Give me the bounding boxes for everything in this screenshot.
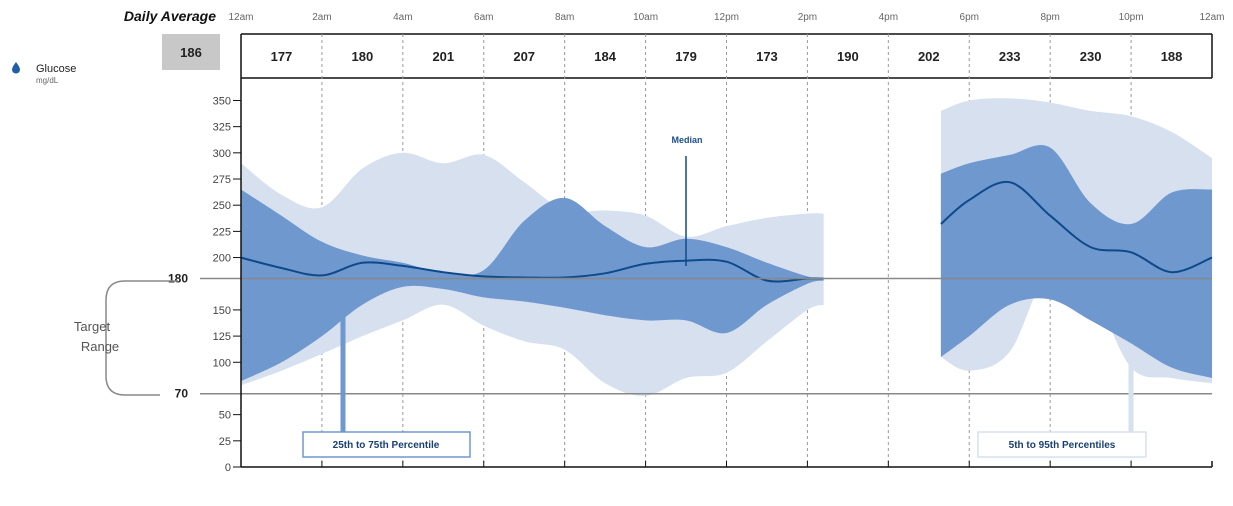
time-label: 4pm [879, 12, 898, 23]
target-reference-lines: 180 70 [168, 272, 1212, 401]
time-label: 4am [393, 12, 412, 23]
y-tick-label: 25 [219, 436, 231, 448]
time-label: 2am [312, 12, 331, 23]
iqr-label-box [302, 431, 471, 458]
target-range-label-line2: Range [81, 339, 119, 354]
y-tick-label: 300 [213, 148, 231, 160]
time-label: 12pm [714, 12, 739, 23]
target-range-label-line1: Target [74, 319, 111, 334]
y-tick-label: 275 [213, 174, 231, 186]
y-tick-label: 250 [213, 200, 231, 212]
daily-average-title: Daily Average [124, 8, 216, 24]
blood-drop-icon [12, 62, 20, 74]
two-hour-average-value: 207 [513, 49, 535, 64]
y-tick-label: 350 [213, 95, 231, 107]
two-hour-average-value: 184 [594, 49, 616, 64]
overall-average-value: 186 [180, 45, 202, 60]
time-label: 6pm [960, 12, 979, 23]
two-hour-average-value: 173 [756, 49, 778, 64]
time-label: 12am [228, 12, 253, 23]
time-label: 12am [1199, 12, 1224, 23]
outer-percentile-label: 5th to 95th Percentiles [1009, 440, 1116, 451]
two-hour-average-value: 201 [432, 49, 454, 64]
y-tick-label: 200 [213, 253, 231, 265]
y-tick-label: 0 [225, 462, 231, 474]
y-tick-label: 50 [219, 410, 231, 422]
time-axis-labels: 12am 2am 4am 6am 8am 10am 12pm 2pm 4pm 6pm 8pm 10pm… [228, 12, 1224, 23]
two-hour-average-value: 233 [999, 49, 1021, 64]
y-tick-label: 150 [213, 305, 231, 317]
time-label: 10am [633, 12, 658, 23]
two-hour-average-value: 202 [918, 49, 940, 64]
y-tick-label: 225 [213, 226, 231, 238]
two-hour-average-value: 177 [271, 49, 293, 64]
glucose-label: Glucose [36, 63, 76, 75]
y-tick-label: 100 [213, 357, 231, 369]
target-reference-label: 70 [175, 387, 189, 401]
two-hour-average-value: 188 [1161, 49, 1183, 64]
two-hour-average-value: 190 [837, 49, 859, 64]
time-label: 6am [474, 12, 493, 23]
median-line [940, 180, 1213, 274]
target-reference-label: 180 [168, 272, 188, 286]
median-annotation: Median [671, 135, 702, 145]
time-label: 8pm [1040, 12, 1059, 23]
percentile-bands [240, 98, 1213, 396]
y-tick-label: 125 [213, 331, 231, 343]
time-label: 2pm [798, 12, 817, 23]
two-hour-average-value: 179 [675, 49, 697, 64]
iqr-label: 25th to 75th Percentile [333, 440, 440, 451]
time-label: 8am [555, 12, 574, 23]
two-hour-average-value: 180 [352, 49, 374, 64]
y-tick-label: 325 [213, 122, 231, 134]
glucose-unit: mg/dL [36, 76, 59, 85]
axes: 0 25 50 100 125 150 200 225 250 275 300 325 350 [213, 78, 1213, 474]
overall-average-box [162, 34, 220, 70]
time-label: 10pm [1119, 12, 1144, 23]
target-range-bracket [105, 280, 178, 396]
two-hour-averages: 177 180 201 207 184 179 173 190 202 233 230 188 [271, 49, 1183, 64]
percentile-25-75-band [241, 189, 824, 382]
two-hour-average-value: 230 [1080, 49, 1102, 64]
outer-percentile-label-box [977, 431, 1147, 458]
percentile-25-75-band [940, 144, 1212, 378]
